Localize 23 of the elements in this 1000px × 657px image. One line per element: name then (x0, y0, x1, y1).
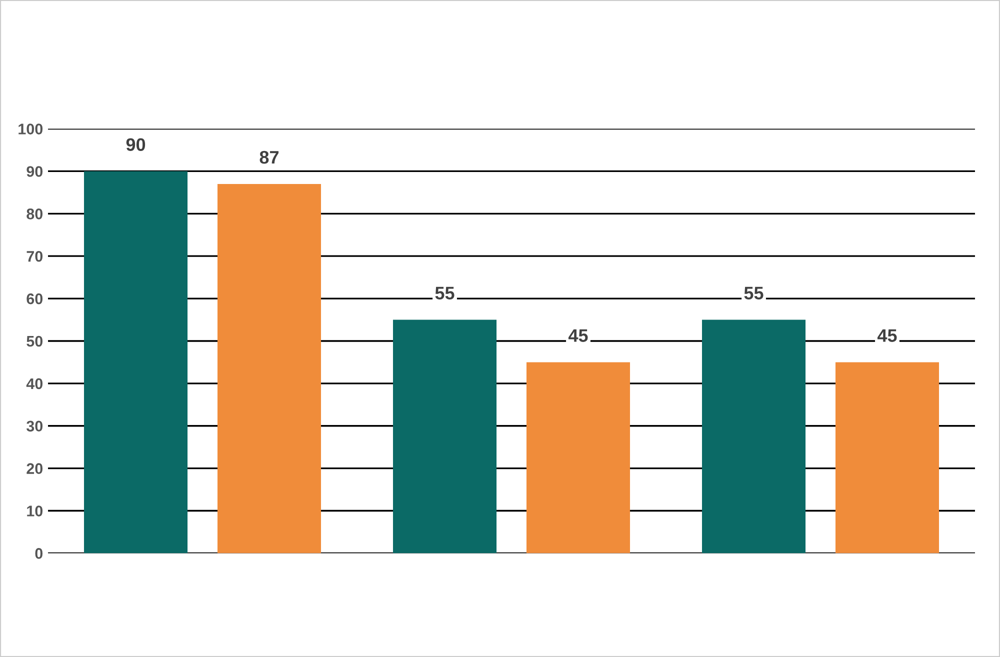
y-tick-label: 30 (26, 420, 43, 432)
y-tick-label: 0 (35, 548, 43, 559)
bar (84, 171, 188, 554)
data-label: 55 (744, 286, 764, 300)
bar (835, 362, 939, 554)
y-tick-label: 80 (26, 208, 43, 220)
y-tick-label: 20 (26, 463, 43, 474)
y-tick-label: 40 (26, 378, 43, 390)
y-tick-label: 10 (27, 506, 43, 516)
y-tick-label: 60 (26, 293, 43, 304)
data-label: 87 (260, 150, 278, 164)
data-label: 45 (877, 329, 897, 342)
bar (217, 184, 321, 554)
y-tick-label: 50 (26, 336, 43, 347)
y-tick-label: 70 (26, 250, 43, 262)
data-label: 90 (126, 138, 146, 151)
y-tick-label: 90 (26, 166, 43, 177)
data-label: 45 (568, 329, 588, 342)
bar (702, 320, 806, 554)
bar (526, 362, 630, 554)
bar (393, 320, 497, 554)
data-label: 55 (435, 286, 454, 300)
y-tick-label: 100 (18, 124, 43, 134)
